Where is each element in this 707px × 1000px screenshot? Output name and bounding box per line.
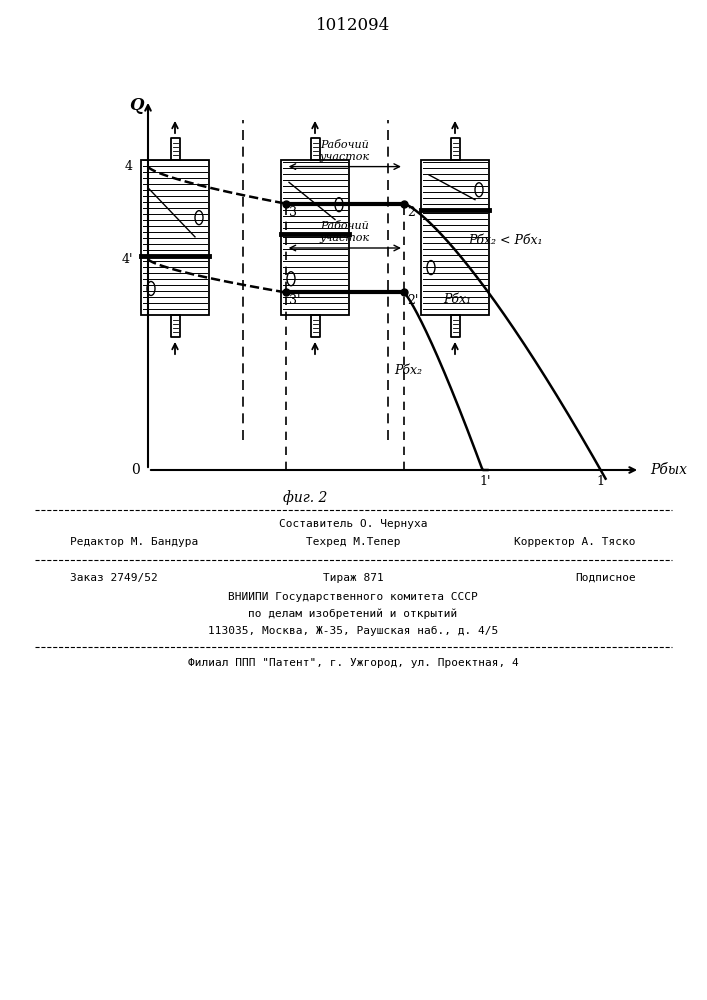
Text: 4: 4 — [125, 160, 133, 173]
Text: по делам изобретений и открытий: по делам изобретений и открытий — [248, 609, 457, 619]
Text: Подписное: Подписное — [575, 573, 636, 583]
Text: 2: 2 — [407, 206, 415, 219]
Bar — [141, 160, 209, 315]
Text: Q: Q — [129, 97, 144, 113]
Text: Заказ 2749/52: Заказ 2749/52 — [70, 573, 158, 583]
Text: 1': 1' — [479, 475, 491, 488]
Text: Рабочий
участок: Рабочий участок — [320, 140, 370, 162]
Text: Составитель О. Чернуха: Составитель О. Чернуха — [279, 519, 427, 529]
Text: 2': 2' — [407, 294, 419, 307]
Bar — [281, 160, 349, 315]
Text: 1: 1 — [597, 475, 604, 488]
Text: Рабочий
участок: Рабочий участок — [320, 221, 370, 243]
Text: 3': 3' — [288, 294, 300, 307]
Text: Тираж 871: Тираж 871 — [322, 573, 383, 583]
Text: Техред М.Тепер: Техред М.Тепер — [305, 537, 400, 547]
Text: 0: 0 — [132, 463, 141, 477]
Text: 113035, Москва, Ж-35, Раушская наб., д. 4/5: 113035, Москва, Ж-35, Раушская наб., д. … — [208, 626, 498, 636]
Text: Pбх₂: Pбх₂ — [394, 364, 422, 377]
Text: фиг. 2: фиг. 2 — [284, 491, 327, 505]
Text: Редактор М. Бандура: Редактор М. Бандура — [70, 537, 198, 547]
Text: 1012094: 1012094 — [316, 16, 390, 33]
Text: Филиал ППП "Патент", г. Ужгород, ул. Проектная, 4: Филиал ППП "Патент", г. Ужгород, ул. Про… — [187, 658, 518, 668]
Text: Pбых: Pбых — [650, 463, 687, 477]
Text: Корректор А. Тяско: Корректор А. Тяско — [515, 537, 636, 547]
Text: Pбх₁: Pбх₁ — [443, 293, 471, 306]
Text: 4': 4' — [122, 253, 133, 266]
Text: Pбх₂ < Pбх₁: Pбх₂ < Pбх₁ — [468, 234, 542, 247]
Bar — [421, 160, 489, 315]
Text: ВНИИПИ Государственного комитета СССР: ВНИИПИ Государственного комитета СССР — [228, 592, 478, 602]
Text: 3: 3 — [288, 206, 297, 219]
